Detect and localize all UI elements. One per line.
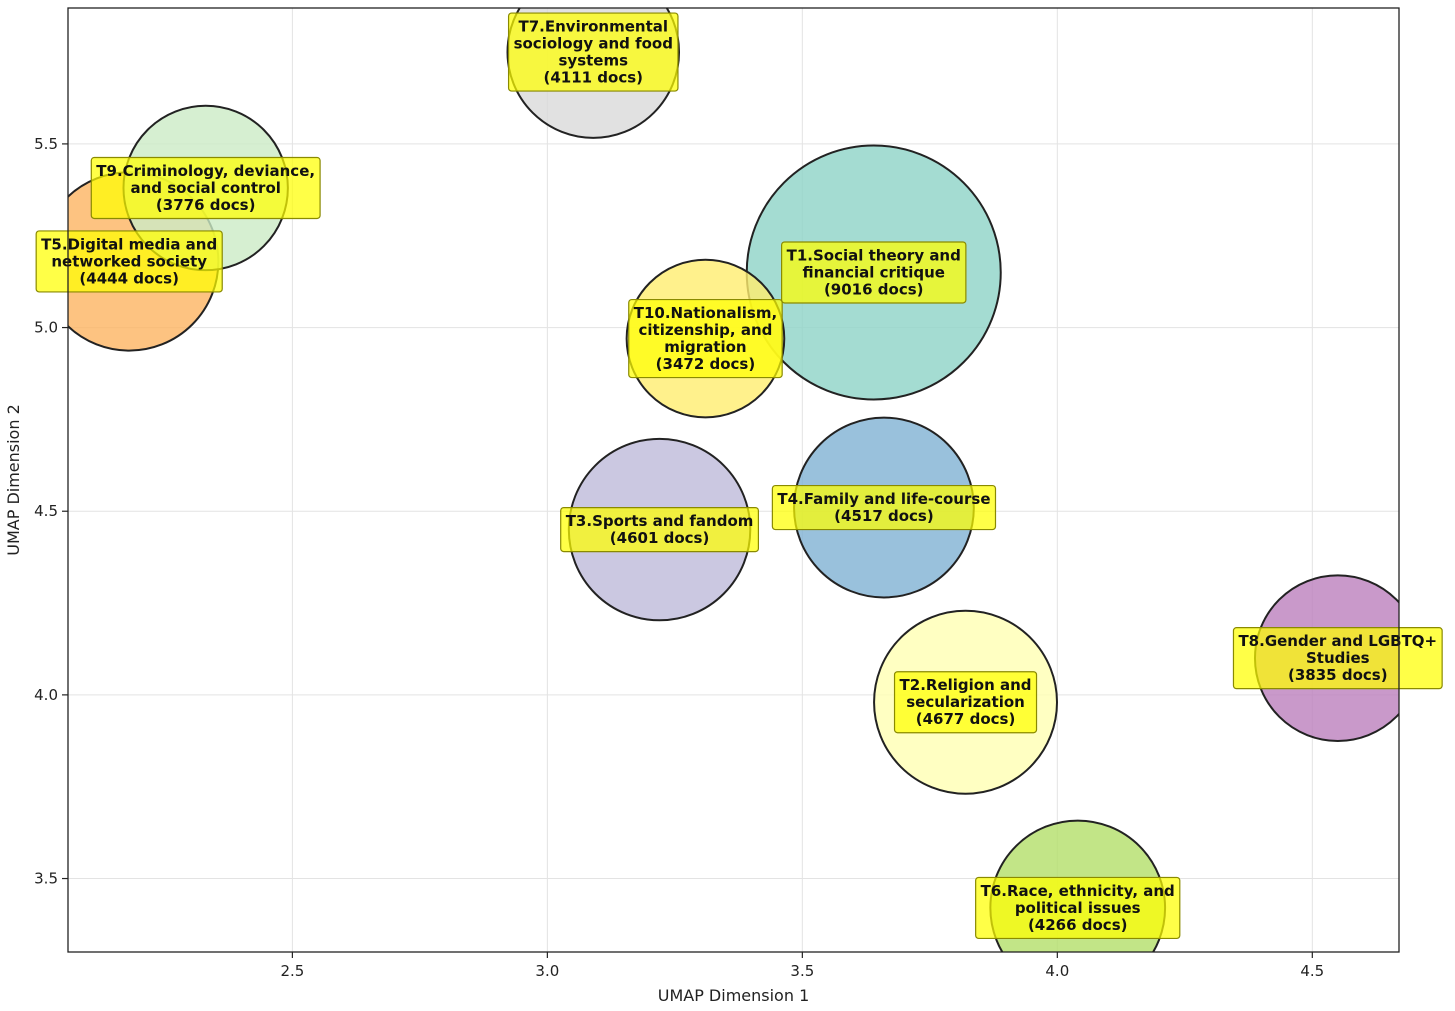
bubble-label-line: Studies <box>1306 649 1370 667</box>
axes: 2.5 3.0 3.5 4.0 4.5 3.5 4.0 4.5 5.0 5.5 <box>34 7 1400 980</box>
bubble-label-t9: T9.Criminology, deviance,and social cont… <box>90 156 321 220</box>
bubble-label-line: (3835 docs) <box>1288 666 1388 684</box>
y-axis-title: UMAP Dimension 2 <box>4 404 23 556</box>
x-tick-label: 4.5 <box>1300 962 1324 980</box>
bubble-label-line: T3.Sports and fandom <box>566 512 754 530</box>
bubble-label-line: networked society <box>51 252 207 270</box>
bubble-label-line: (4266 docs) <box>1028 916 1128 934</box>
bubble-label-line: systems <box>558 52 628 70</box>
bubble-label-line: T4.Family and life-course <box>777 490 990 508</box>
bubble-label-line: T5.Digital media and <box>41 235 217 253</box>
bubble-label-line: T10.Nationalism, <box>634 304 777 322</box>
x-tick-label: 3.5 <box>790 962 814 980</box>
bubble-label-line: (4677 docs) <box>916 710 1016 728</box>
bubble-label-line: migration <box>664 338 746 356</box>
bubble-label-t3: T3.Sports and fandom(4601 docs) <box>560 506 760 553</box>
bubble-label-line: T2.Religion and <box>900 676 1032 694</box>
x-axis-title: UMAP Dimension 1 <box>658 986 810 1005</box>
bubble-label-line: T9.Criminology, deviance, <box>96 162 315 180</box>
y-tick-label: 4.0 <box>34 686 58 704</box>
bubble-label-t4: T4.Family and life-course(4517 docs) <box>771 484 997 531</box>
bubble-label-line: sociology and food <box>514 35 673 53</box>
bubble-label-line: (3776 docs) <box>156 196 256 214</box>
bubble-label-line: financial critique <box>803 263 945 281</box>
bubble-label-line: (3472 docs) <box>656 355 756 373</box>
bubble-label-line: (4517 docs) <box>834 507 934 525</box>
bubble-label-t8: T8.Gender and LGBTQ+Studies(3835 docs) <box>1232 627 1443 690</box>
bubble-label-line: and social control <box>130 179 280 197</box>
bubble-label-line: citizenship, and <box>639 321 773 339</box>
bubble-label-t10: T10.Nationalism,citizenship, andmigratio… <box>628 298 783 379</box>
bubble-label-line: T1.Social theory and <box>787 246 961 264</box>
bubble-label-line: political issues <box>1015 899 1141 917</box>
y-tick-label: 3.5 <box>34 870 58 888</box>
plot-frame <box>67 7 1400 953</box>
bubble-label-line: T8.Gender and LGBTQ+ <box>1238 632 1437 650</box>
bubble-label-line: secularization <box>906 693 1025 711</box>
x-tick-label: 3.0 <box>535 962 559 980</box>
x-tick-label: 4.0 <box>1045 962 1069 980</box>
y-tick-label: 5.0 <box>34 319 58 337</box>
bubble-label-line: T6.Race, ethnicity, and <box>981 882 1175 900</box>
bubble-label-line: (4444 docs) <box>79 269 179 287</box>
bubble-label-line: (9016 docs) <box>824 280 924 298</box>
bubble-label-line: (4601 docs) <box>610 529 710 547</box>
y-tick-label: 5.5 <box>34 135 58 153</box>
bubbles <box>68 8 1399 952</box>
bubble-label-line: (4111 docs) <box>543 69 643 87</box>
x-tick-label: 2.5 <box>280 962 304 980</box>
bubble-label-line: T7.Environmental <box>519 18 669 36</box>
y-tick-label: 4.5 <box>34 502 58 520</box>
